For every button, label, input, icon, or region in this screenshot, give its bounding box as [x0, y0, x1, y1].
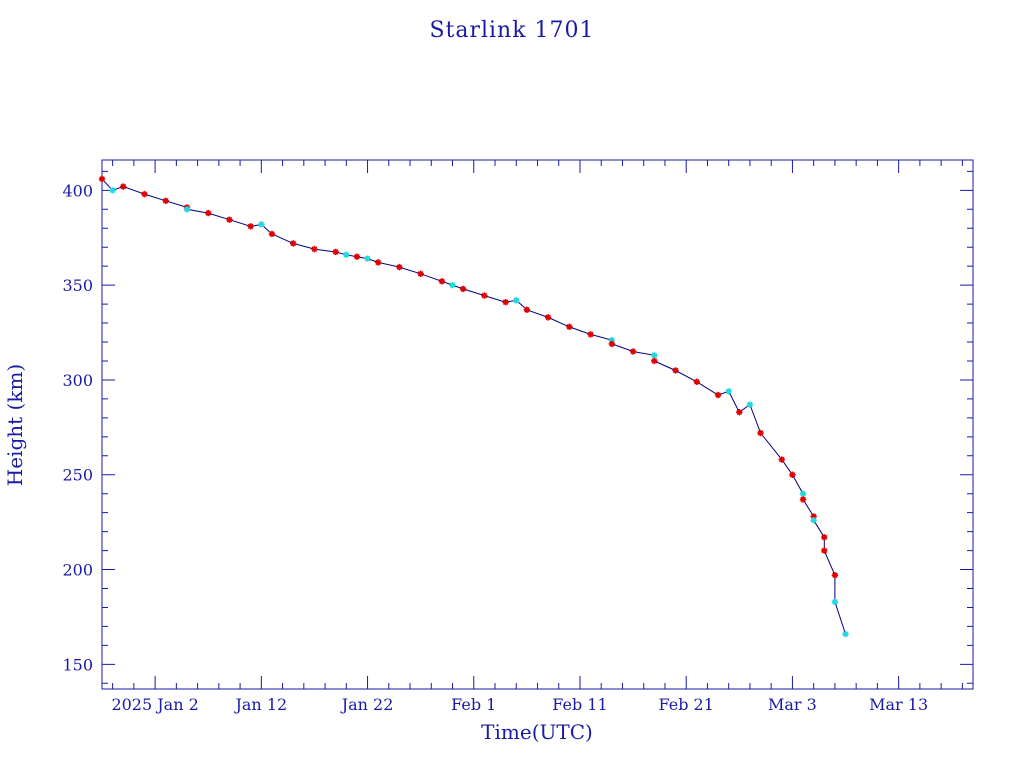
data-point-cyan: [258, 221, 265, 228]
data-point-red: [789, 471, 796, 478]
x-axis-label: Time(UTC): [481, 720, 593, 744]
height-series-line: [101, 178, 846, 635]
data-point-red: [651, 357, 658, 365]
y-axis-label: Height (km): [3, 364, 27, 486]
data-point-cyan: [831, 598, 839, 605]
x-tick-label: Jan 22: [340, 695, 394, 714]
x-tick-label: Feb 11: [552, 695, 607, 714]
data-point-red: [566, 323, 573, 331]
data-point-cyan: [109, 187, 116, 194]
data-point-red: [98, 175, 106, 183]
data-point-cyan: [746, 401, 754, 408]
data-point-red: [799, 496, 807, 503]
data-point-red: [810, 513, 817, 520]
x-tick-label: 2025 Jan 2: [111, 695, 198, 714]
data-point-red: [693, 378, 701, 386]
data-point-cyan: [343, 251, 350, 259]
data-point-red: [502, 299, 509, 306]
data-point-cyan: [608, 336, 616, 344]
data-point-red: [332, 248, 339, 256]
data-point-red: [629, 348, 637, 355]
data-point-red: [226, 216, 233, 223]
data-point-red: [311, 245, 318, 253]
data-point-red: [587, 331, 594, 338]
data-point-red: [205, 209, 212, 217]
data-point-cyan: [364, 255, 371, 262]
y-tick-label: 300: [62, 371, 93, 390]
data-point-red: [821, 534, 828, 541]
data-point-red: [831, 572, 839, 579]
data-point-red: [778, 456, 786, 463]
y-tick-label: 150: [62, 655, 93, 674]
data-point-red: [438, 278, 446, 285]
x-tick-label: Feb 1: [451, 695, 496, 714]
data-point-cyan: [651, 352, 658, 359]
x-tick-label: Jan 12: [233, 695, 287, 714]
data-point-cyan: [842, 630, 849, 638]
x-tick-label: Feb 21: [659, 695, 714, 714]
data-point-cyan: [449, 281, 456, 289]
data-point-red: [672, 367, 679, 374]
x-tick-label: Mar 13: [869, 695, 928, 714]
data-point-red: [714, 391, 722, 399]
data-point-cyan: [183, 206, 191, 213]
data-point-red: [374, 259, 382, 266]
chart-title: Starlink 1701: [429, 18, 594, 43]
data-point-red: [459, 285, 467, 293]
data-point-red: [268, 230, 276, 238]
data-point-red: [289, 240, 297, 247]
data-point-red: [821, 547, 828, 554]
data-point-red: [544, 314, 552, 321]
data-point-cyan: [513, 297, 520, 304]
y-tick-label: 400: [62, 181, 93, 200]
y-tick-label: 200: [62, 561, 93, 580]
data-point-red: [120, 183, 127, 190]
data-point-cyan: [799, 490, 807, 497]
data-point-red: [736, 408, 743, 416]
y-tick-label: 250: [62, 466, 93, 485]
data-point-red: [757, 429, 764, 437]
data-point-cyan: [725, 388, 732, 395]
data-point-cyan: [810, 517, 817, 524]
data-point-red: [141, 190, 148, 198]
data-point-red: [247, 223, 254, 230]
x-tick-label: Mar 3: [768, 695, 817, 714]
data-point-red: [608, 340, 616, 348]
data-point-red: [417, 270, 424, 277]
data-point-red: [353, 253, 361, 260]
data-point-red: [162, 197, 169, 204]
data-point-red: [481, 292, 488, 299]
y-tick-label: 350: [62, 276, 93, 295]
data-point-red: [396, 263, 403, 271]
data-point-red: [523, 306, 531, 313]
